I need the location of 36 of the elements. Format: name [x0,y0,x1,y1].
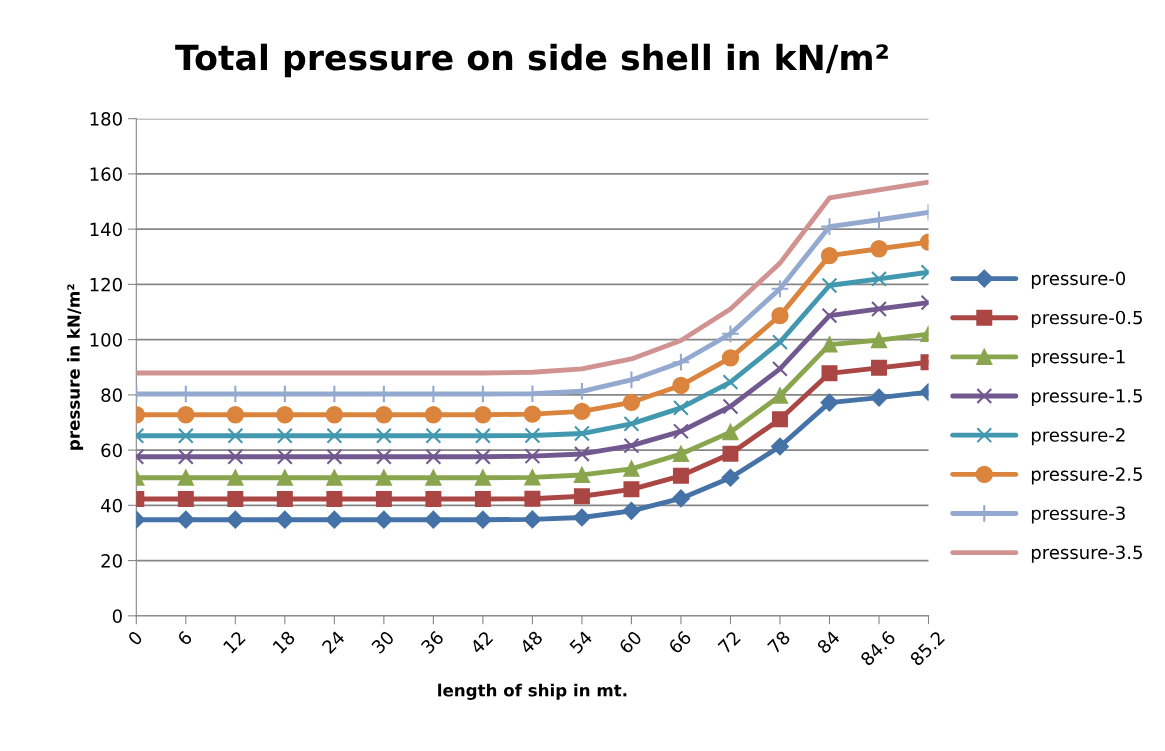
legend-label: pressure-0.5 [1031,310,1142,328]
x-tick-label: 30 [370,630,395,655]
x-tick-label: 36 [420,630,445,655]
y-tick-label: 100 [90,333,122,347]
x-tick-label: 48 [518,630,544,655]
x-tick-label: 6 [176,630,193,647]
x-tick-label: 12 [222,630,246,654]
y-tick-label: 180 [90,112,122,126]
chart-title: Total pressure on side shell in kN/m² [175,43,888,78]
y-tick-label: 120 [90,277,122,292]
legend-label: pressure-0 [1031,271,1126,289]
x-tick-label: 54 [568,630,594,655]
y-tick-label: 40 [101,498,122,513]
y-tick-label: 160 [90,167,122,182]
x-tick-label: 18 [272,630,296,654]
y-tick-label: 60 [101,443,122,458]
legend-label: pressure-3 [1031,506,1125,524]
x-tick-label: 60 [618,630,643,655]
legend-label: pressure-3.5 [1031,545,1142,563]
legend-label: pressure-1.5 [1031,389,1142,407]
x-tick-label: 66 [667,630,692,655]
x-tick-label: 78 [766,630,791,655]
x-tick-label: 42 [469,630,494,655]
y-tick-label: 0 [112,609,122,623]
y-axis-title: pressure in kN/m² [66,284,84,450]
x-tick-label: 72 [717,630,741,654]
x-axis-title: length of ship in mt. [438,683,627,700]
y-tick-label: 20 [101,554,122,568]
legend-label: pressure-2.5 [1031,467,1142,485]
x-tick-label: 24 [321,629,346,655]
x-tick-label: 84 [816,629,841,655]
y-tick-label: 140 [90,222,122,237]
y-tick-label: 80 [101,388,122,402]
x-tick-label: 0 [127,630,144,647]
legend-label: pressure-2 [1031,428,1125,446]
legend-label: pressure-1 [1031,350,1125,367]
